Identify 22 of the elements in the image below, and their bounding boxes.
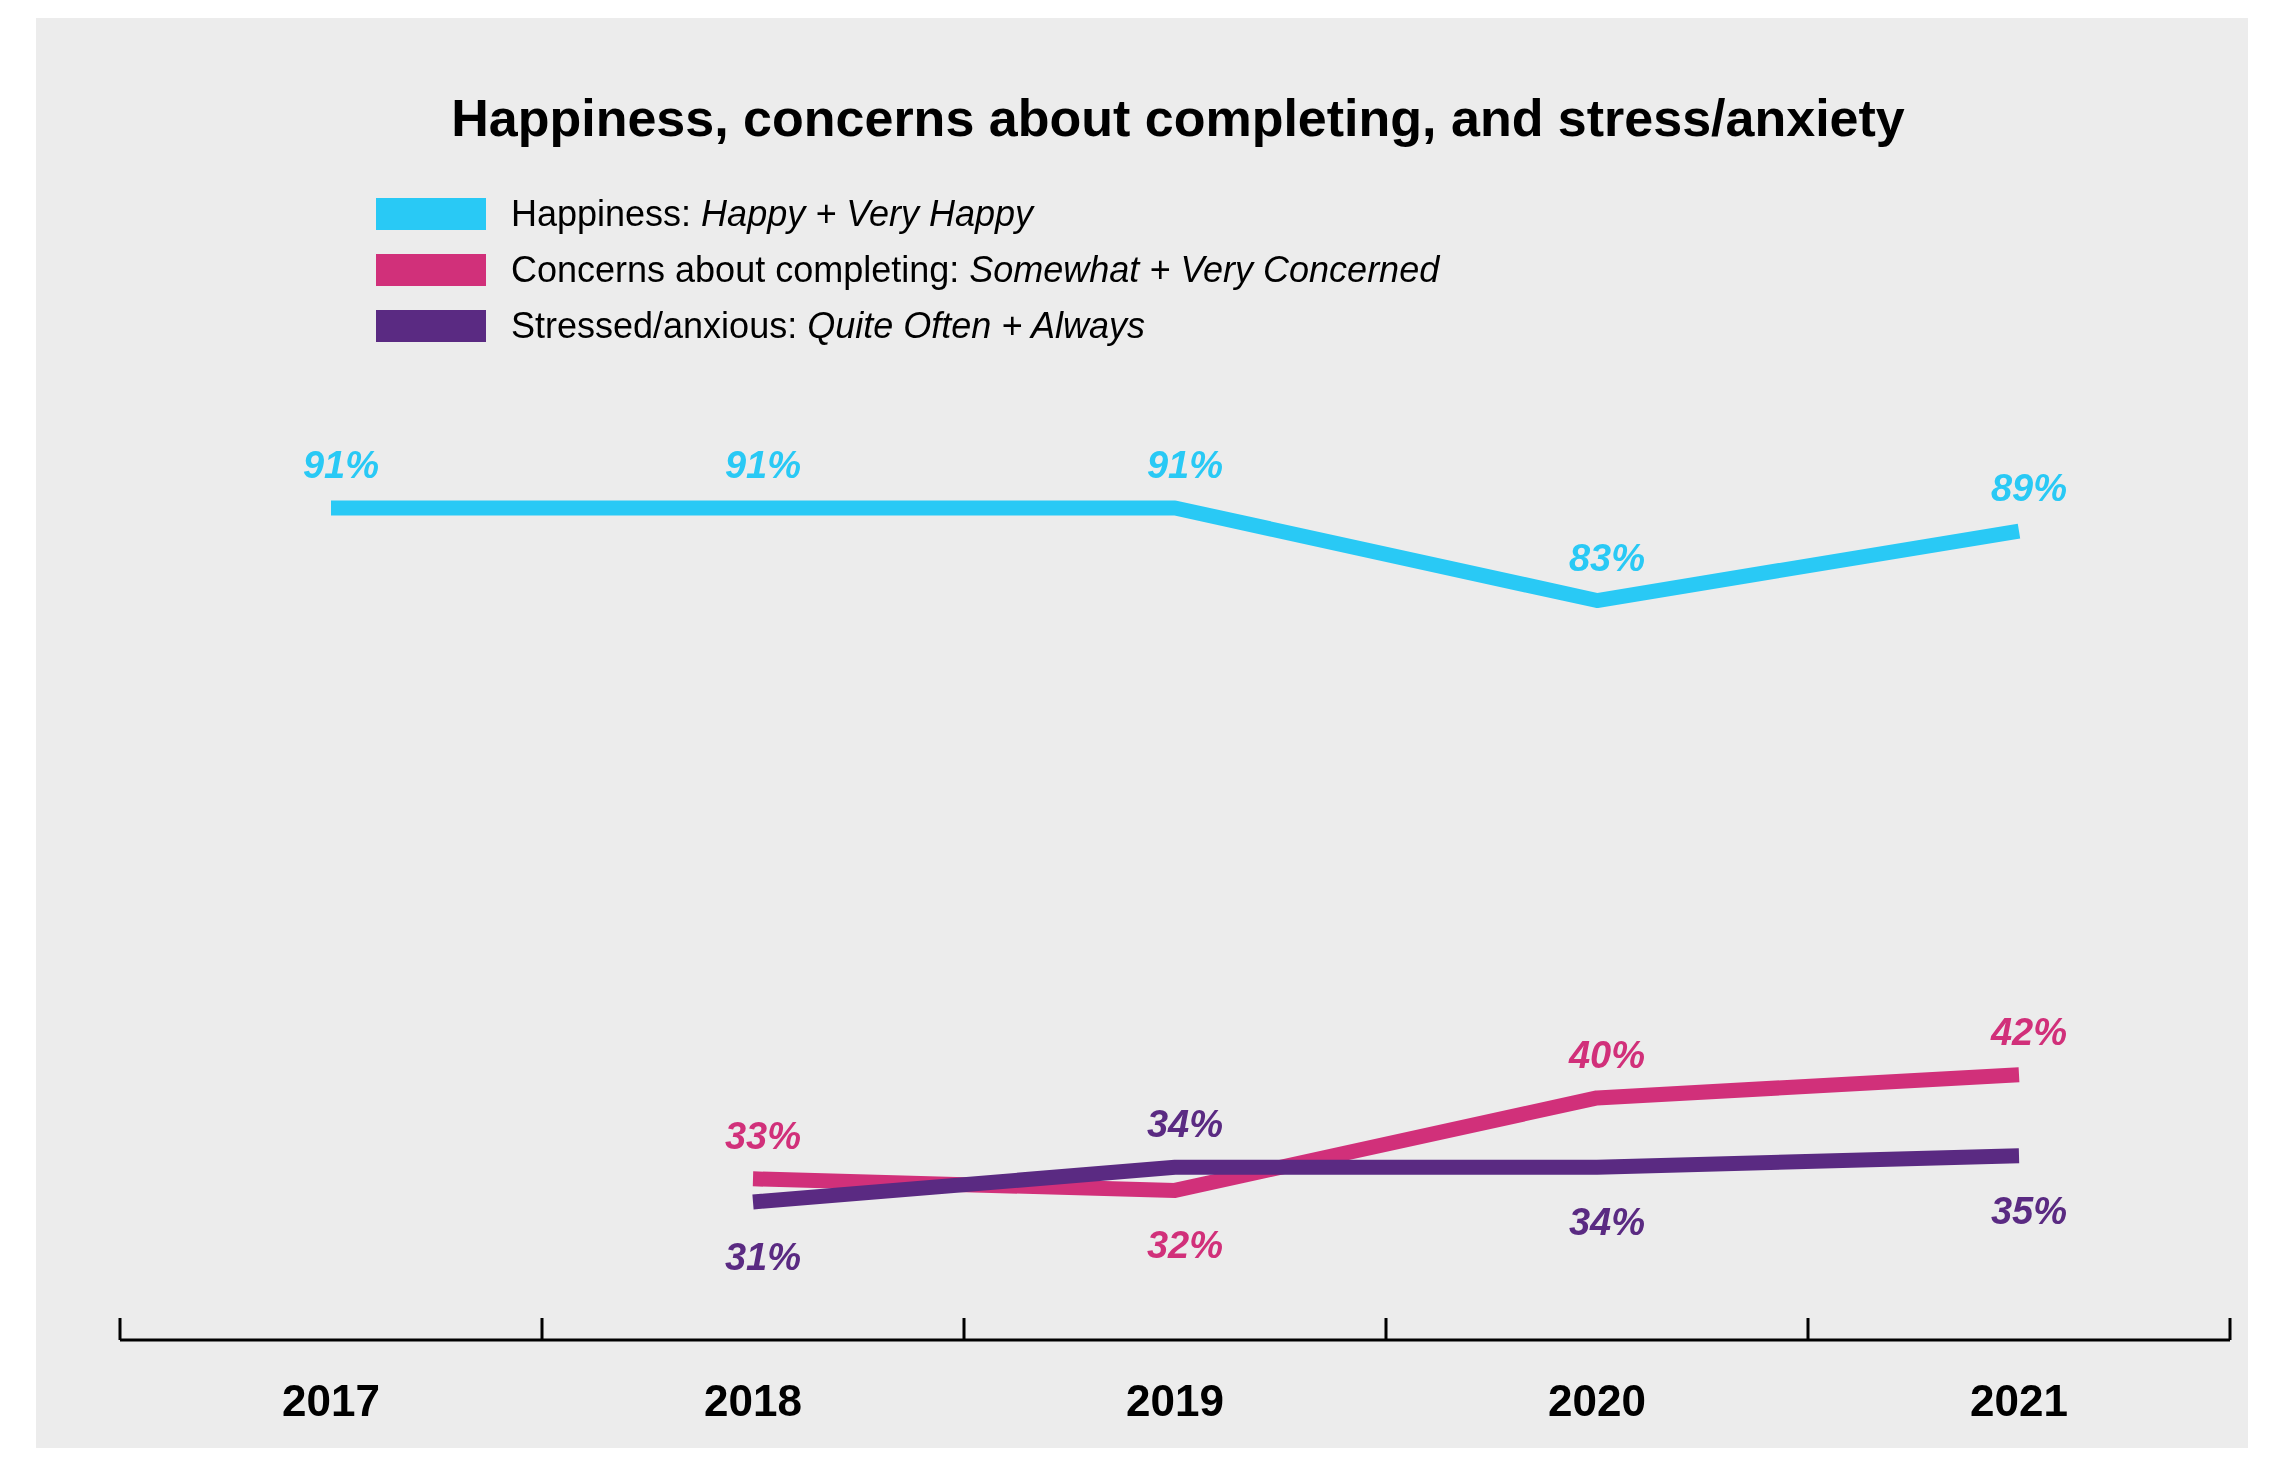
data-label: 91% [302,444,380,486]
legend-label: Stressed/anxious: Quite Often + Always [511,305,1145,346]
x-tick-label: 2019 [1126,1376,1224,1425]
data-label: 91% [1146,444,1224,486]
x-tick-label: 2017 [282,1376,380,1425]
data-label: 33% [724,1114,802,1157]
chart-title: Happiness, concerns about completing, and stress/anxiety [451,89,1905,147]
data-label: 35% [1990,1189,2068,1232]
data-label: 42% [1989,1010,2068,1053]
data-label: 89% [1990,467,2068,510]
data-label: 40% [1567,1033,1646,1076]
data-label: 83% [1568,536,1646,579]
x-tick-label: 2021 [1970,1376,2068,1425]
data-label: 31% [724,1236,802,1278]
x-tick-label: 2018 [704,1376,802,1425]
data-label: 34% [1146,1103,1224,1146]
legend-label: Happiness: Happy + Very Happy [511,193,1035,234]
data-label: 34% [1568,1201,1646,1244]
legend-label: Concerns about completing: Somewhat + Very Concerned [511,249,1441,290]
x-tick-label: 2020 [1548,1376,1646,1425]
data-label: 32% [1146,1224,1224,1267]
data-label: 91% [724,444,802,486]
